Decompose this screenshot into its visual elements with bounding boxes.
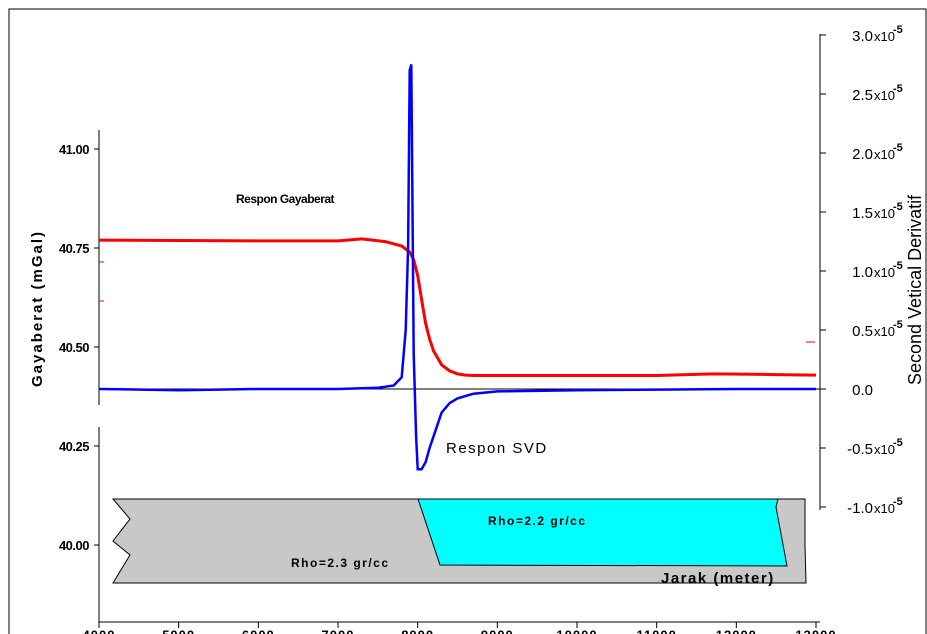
right-tick-exponent: -5 xyxy=(893,437,903,449)
right-tick-exponent: -5 xyxy=(893,319,903,331)
left-tick-label: 40.00 xyxy=(59,538,89,553)
x-tick-label: 9000 xyxy=(481,628,514,634)
x-tick-label: 10000 xyxy=(556,628,597,634)
annotation-respon-gayaberat: Respon Gayaberat xyxy=(236,192,335,206)
outer-frame xyxy=(8,8,927,634)
right-tick-exponent: -5 xyxy=(893,496,903,508)
right-tick-exponent: -5 xyxy=(893,24,903,36)
right-tick-exponent-base: x10 xyxy=(874,324,895,339)
right-tick-label: 0.0 xyxy=(852,382,873,399)
x-tick-label: 7000 xyxy=(322,628,355,634)
right-tick-exponent-base: x10 xyxy=(874,88,895,103)
right-tick-exponent-base: x10 xyxy=(874,147,895,162)
x-tick-label: 13000 xyxy=(795,628,836,634)
right-tick-label: -1.0 xyxy=(847,500,873,517)
x-axis-title: Jarak (meter) xyxy=(661,570,775,587)
x-tick-label: 11000 xyxy=(636,628,676,634)
right-tick-exponent-base: x10 xyxy=(874,29,895,44)
left-tick-label: 41.00 xyxy=(59,142,89,157)
x-tick-label: 5000 xyxy=(162,628,195,634)
right-axis-title: Second Vetical Derivatif xyxy=(905,194,925,385)
right-tick-exponent: -5 xyxy=(893,83,903,95)
right-tick-exponent: -5 xyxy=(893,142,903,154)
right-tick-label: 1.5 xyxy=(852,205,873,222)
left-tick-label: 40.25 xyxy=(59,439,89,454)
x-tick-label: 6000 xyxy=(242,628,275,634)
right-tick-label: 2.0 xyxy=(852,146,873,163)
right-tick-exponent-base: x10 xyxy=(874,265,895,280)
right-tick-label: 1.0 xyxy=(852,264,873,281)
x-tick-label: 8000 xyxy=(401,628,434,634)
x-tick-label: 4000 xyxy=(83,628,116,634)
right-tick-exponent-base: x10 xyxy=(874,442,895,457)
right-tick-exponent-base: x10 xyxy=(874,206,895,221)
right-tick-label: 2.5 xyxy=(852,87,873,104)
series-line-svd xyxy=(98,64,816,471)
annotation-rho-2-3: Rho=2.3 gr/cc xyxy=(291,556,390,570)
left-tick-label: 40.50 xyxy=(59,340,89,355)
annotation-rho-2-2: Rho=2.2 gr/cc xyxy=(488,514,587,528)
x-ticks: 4000 5000 6000 7000 8000 9000 10000 11000 12000 1… xyxy=(83,622,836,634)
left-ticks: 41.00 40.75 40.50 40.25 40.00 xyxy=(59,142,99,553)
right-tick-label: -0.5 xyxy=(847,441,873,458)
right-ticks: 3.0 x10-52.5 x10-52.0 x10-51.5 x10-51.0 x10-5… xyxy=(820,24,903,517)
right-tick-label: 3.0 xyxy=(852,28,873,45)
right-tick-label: 0.5 xyxy=(852,323,873,340)
right-tick-exponent: -5 xyxy=(893,201,903,213)
layer-rho-2-2 xyxy=(417,498,788,567)
right-tick-exponent: -5 xyxy=(893,260,903,272)
series-line-gravity xyxy=(98,237,817,377)
right-tick-exponent-base: x10 xyxy=(874,501,895,516)
annotation-respon-svd: Respon SVD xyxy=(446,440,548,457)
x-tick-label: 12000 xyxy=(716,628,757,634)
left-tick-label: 40.75 xyxy=(59,241,89,256)
left-axis-title: Gayaberat (mGal) xyxy=(29,230,46,387)
